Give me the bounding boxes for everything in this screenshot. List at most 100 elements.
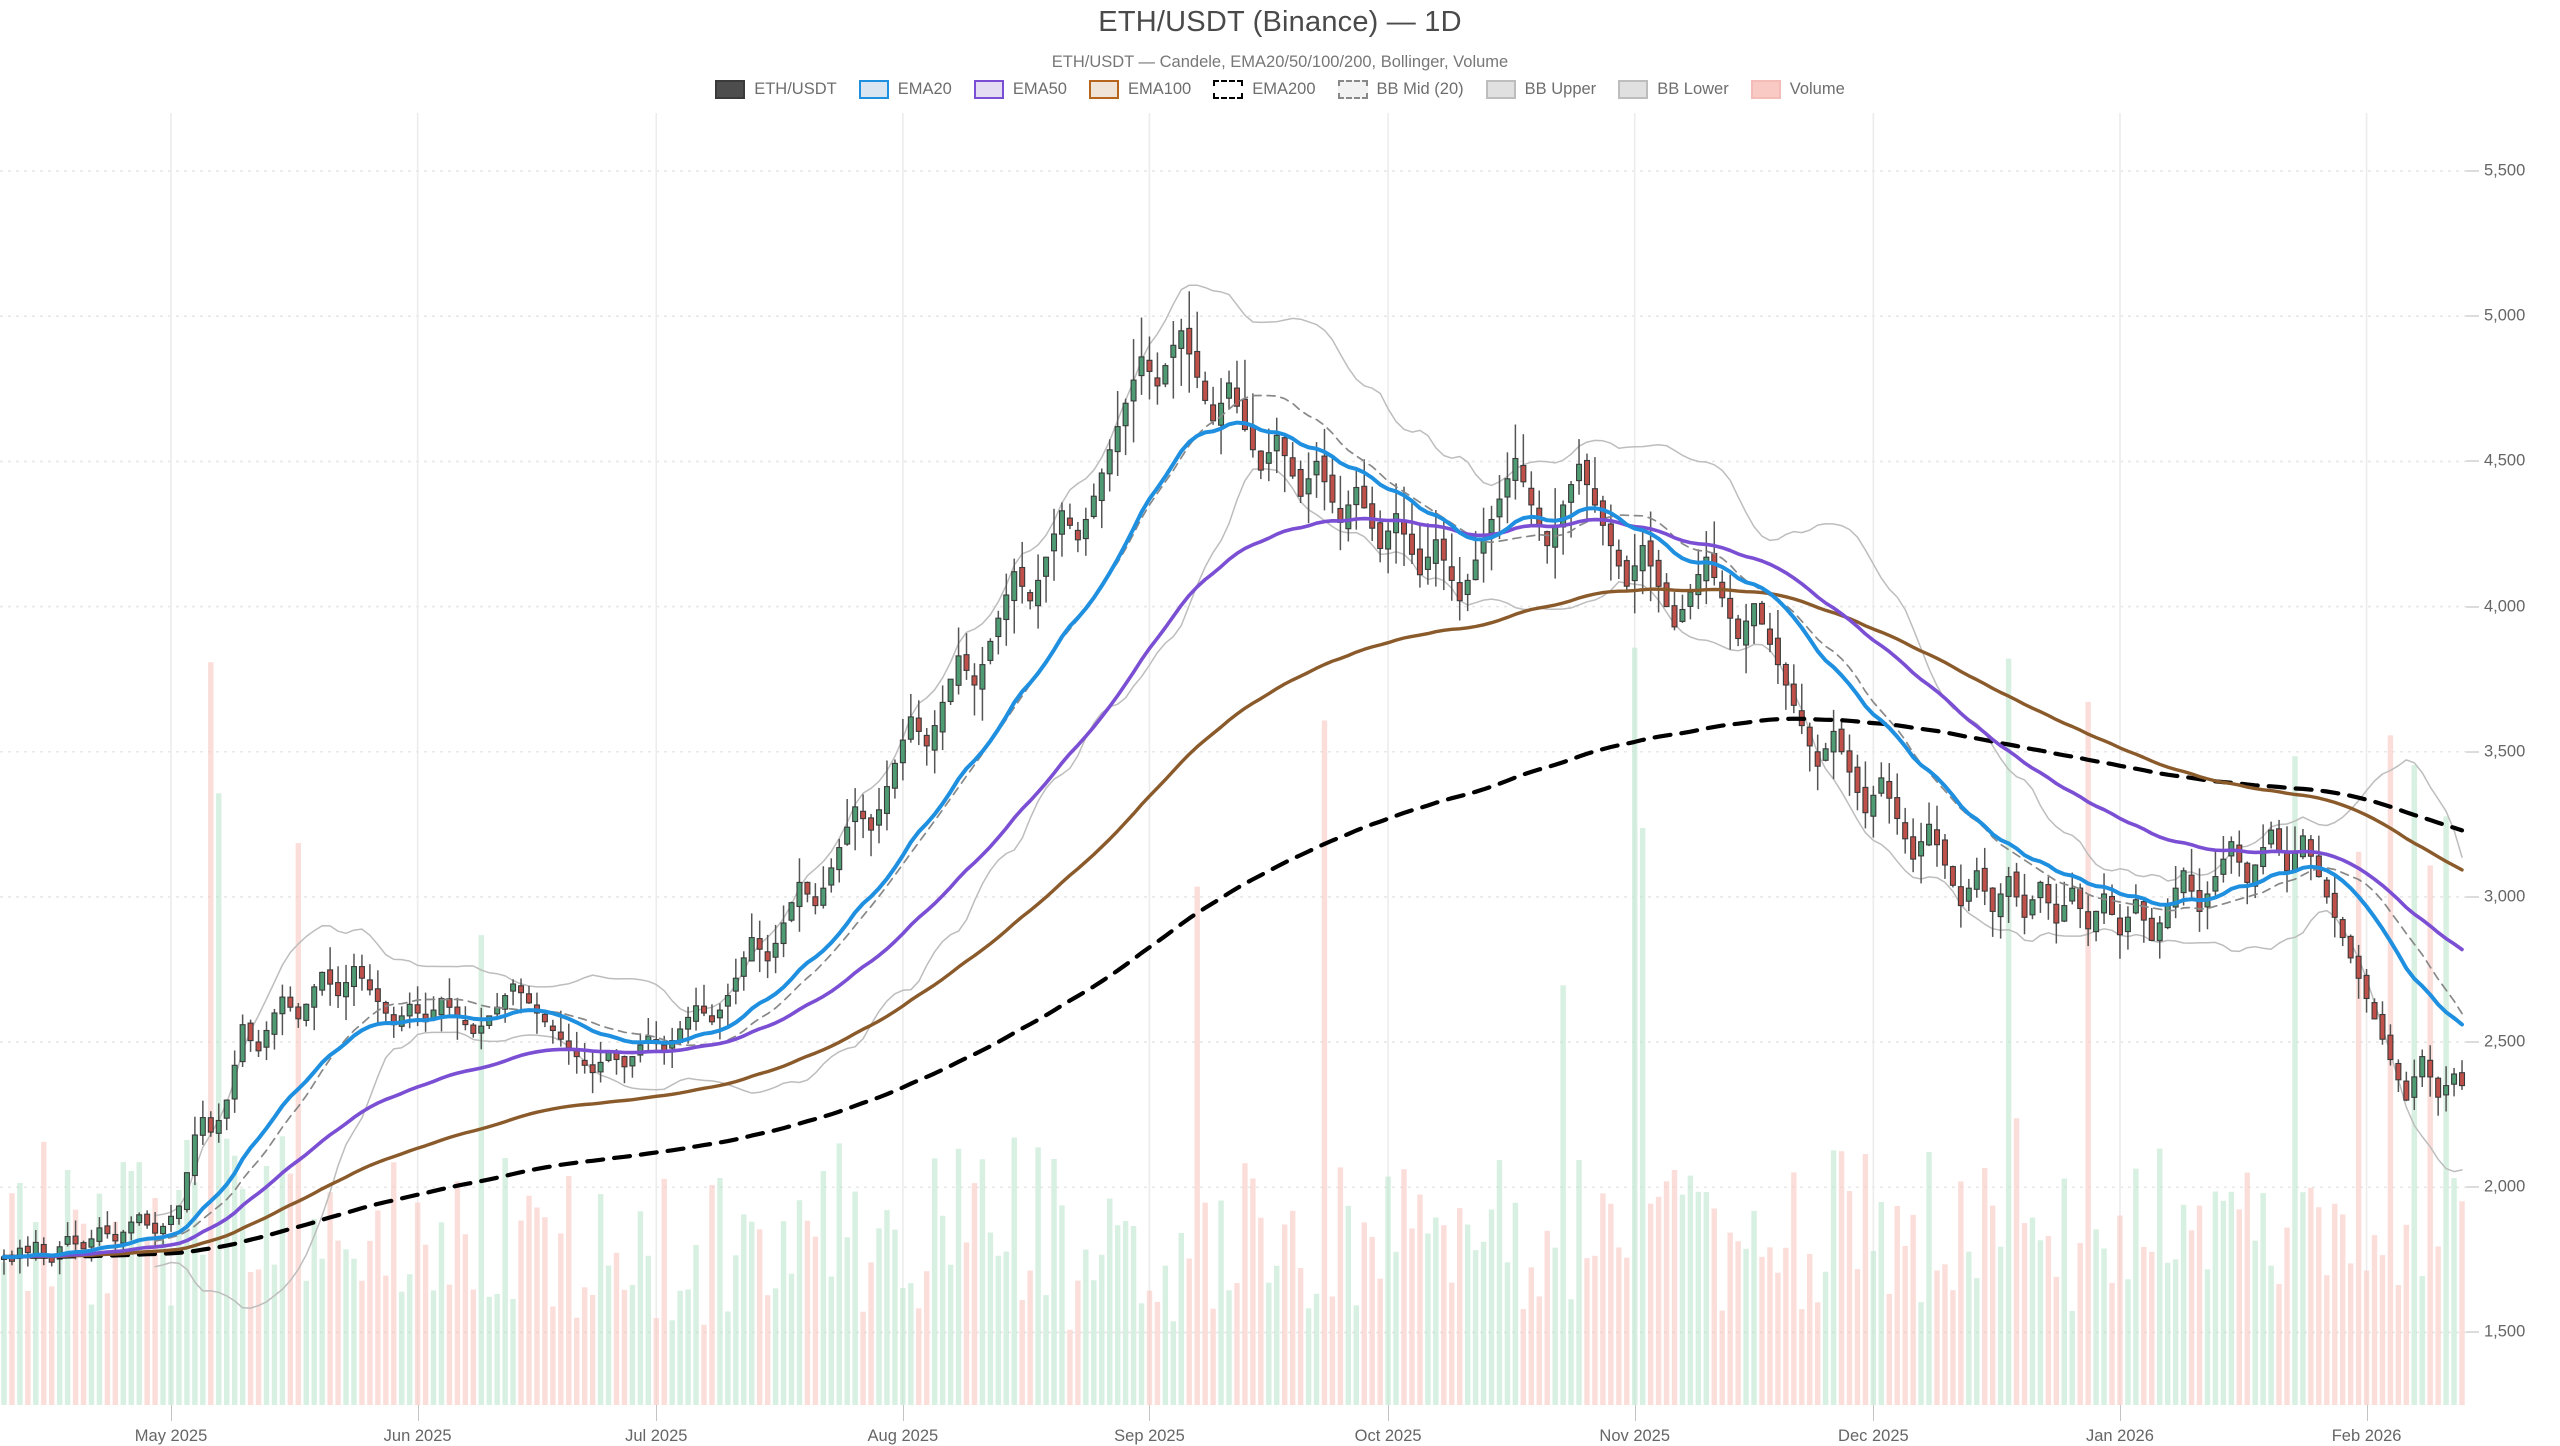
volume-bar <box>2045 1235 2052 1405</box>
candle-body <box>2435 1077 2442 1098</box>
volume-bar <box>1862 1154 1869 1405</box>
volume-bar <box>1353 1305 1360 1405</box>
candle-body <box>80 1242 87 1250</box>
volume-bar <box>2133 1168 2139 1405</box>
candle-body <box>1830 730 1837 753</box>
plot-area <box>0 113 2466 1405</box>
candle-body <box>1265 452 1272 464</box>
legend-item-ema20[interactable]: EMA20 <box>858 80 952 99</box>
candle-body <box>1576 463 1583 482</box>
candle-body <box>406 1003 413 1017</box>
candle-body <box>1933 829 1941 846</box>
candle-body <box>72 1235 79 1245</box>
volume-bar <box>470 1289 477 1405</box>
legend-label: BB Upper <box>1524 80 1597 98</box>
candle-body <box>1011 571 1018 602</box>
volume-bar <box>2005 658 2012 1405</box>
volume-bar <box>1162 1265 1169 1405</box>
volume-bar <box>1735 1241 1741 1405</box>
candle-body <box>1226 382 1233 399</box>
volume-bar <box>88 1304 95 1405</box>
candle-body <box>700 1005 708 1014</box>
candle-body <box>931 725 938 751</box>
candle-body <box>1989 887 1996 912</box>
volume-bar <box>1886 1293 1892 1405</box>
volume-bar <box>1608 1203 1614 1405</box>
volume-bar <box>804 1220 811 1405</box>
candle-body <box>1114 426 1121 453</box>
candle-body <box>1058 510 1065 535</box>
candle-body <box>2108 895 2116 915</box>
candle-body <box>1782 663 1789 686</box>
volume-bar <box>2395 1285 2402 1405</box>
legend-item-eth-usdt[interactable]: ETH/USDT <box>715 80 837 99</box>
candle-body <box>971 675 978 686</box>
legend-item-ema100[interactable]: EMA100 <box>1088 80 1191 99</box>
legend-item-bb-mid-20[interactable]: BB Mid (20) <box>1337 80 1464 99</box>
legend-item-ema200[interactable]: EMA200 <box>1213 80 1316 99</box>
volume-bar <box>2252 1240 2258 1405</box>
y-tick-label: 4,000 <box>2484 597 2526 616</box>
x-tick-label: Jul 2025 <box>625 1427 688 1445</box>
volume-bar <box>637 1211 644 1405</box>
volume-bar <box>494 1293 500 1405</box>
volume-bar <box>1488 1209 1495 1405</box>
volume-bar <box>574 1317 580 1405</box>
y-tick-mark <box>2466 751 2479 753</box>
volume-bar <box>216 793 222 1405</box>
candle-body <box>382 1001 389 1014</box>
candle-body <box>987 640 994 661</box>
volume-bar <box>931 1158 938 1405</box>
volume-bar <box>2188 1230 2195 1405</box>
legend-item-ema50[interactable]: EMA50 <box>973 80 1067 99</box>
volume-bar <box>589 1295 596 1405</box>
candle-body <box>1074 529 1081 541</box>
candle-body <box>1210 404 1217 422</box>
legend-item-bb-upper[interactable]: BB Upper <box>1485 80 1597 99</box>
volume-bar <box>327 1192 333 1405</box>
volume-bar <box>2085 701 2091 1405</box>
candle-body <box>1910 836 1917 860</box>
volume-bar <box>1385 1176 1391 1405</box>
volume-bar <box>1743 1248 1749 1405</box>
candle-body <box>1790 683 1797 706</box>
volume-bar <box>1958 1181 1964 1405</box>
volume-bar <box>2196 1205 2203 1405</box>
candle-body <box>1440 538 1447 561</box>
volume-bar <box>1870 1251 1877 1405</box>
volume-bar <box>2228 1191 2235 1405</box>
y-tick-label: 2,000 <box>2484 1177 2526 1196</box>
y-tick-mark <box>2466 606 2479 608</box>
volume-bar <box>1003 1251 1009 1405</box>
candle-body <box>1170 344 1177 358</box>
volume-bar <box>709 1185 715 1405</box>
volume-bar <box>152 1198 158 1405</box>
volume-bar <box>1441 1225 1447 1405</box>
volume-bar <box>621 1289 628 1405</box>
volume-bar <box>534 1207 540 1405</box>
volume-bar <box>462 1234 469 1405</box>
volume-bar <box>1791 1172 1797 1405</box>
volume-bar <box>160 1241 166 1405</box>
volume-bar <box>1822 1271 1829 1405</box>
candle-body <box>1297 468 1304 497</box>
candle-body <box>716 1009 723 1019</box>
legend-item-volume[interactable]: Volume <box>1750 80 1845 99</box>
volume-bar <box>836 1143 842 1405</box>
candle-body <box>1051 533 1058 552</box>
candle-body <box>899 739 906 764</box>
chart-canvas[interactable] <box>0 113 2466 1405</box>
volume-bar <box>2069 1310 2075 1405</box>
legend-swatch-icon <box>1337 80 1368 99</box>
legend-item-bb-lower[interactable]: BB Lower <box>1618 80 1729 99</box>
candle-body <box>24 1245 31 1254</box>
candle-body <box>1432 539 1439 564</box>
volume-bar <box>597 1194 604 1405</box>
candle-body <box>1751 603 1758 627</box>
candle-body <box>1106 449 1113 475</box>
candle-body <box>2451 1073 2458 1085</box>
volume-bar <box>1934 1270 1940 1405</box>
volume-bar <box>868 1262 874 1405</box>
candle-body <box>963 654 970 671</box>
volume-bar <box>1703 1192 1710 1405</box>
